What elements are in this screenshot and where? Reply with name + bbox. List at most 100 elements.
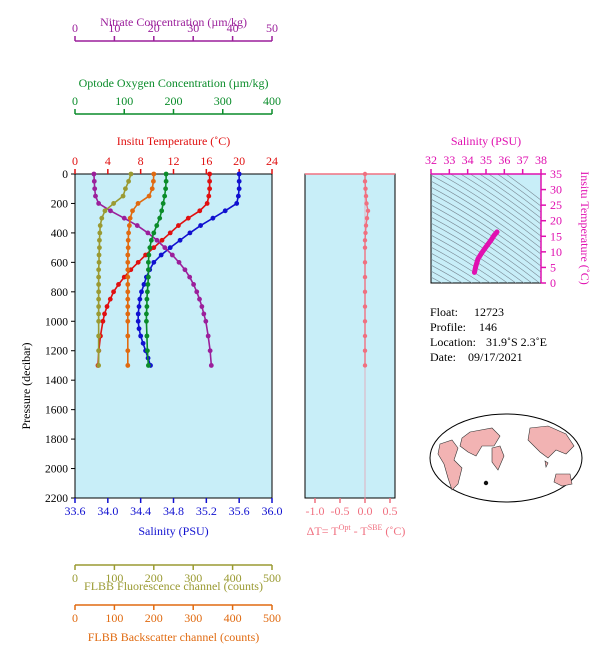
nitrate-point [187,274,193,280]
delta-t-axis-title-part: Opt [339,523,352,532]
delta-t-point [363,186,368,191]
y-tick-label: 1400 [45,375,68,387]
nitrate-point [201,311,207,317]
salinity-point [141,282,147,287]
fluorescence-axis-title: FLBB Fluorescence channel (counts) [84,579,263,593]
nitrate-point [91,178,97,184]
ts-x-tick-label: 32 [425,153,437,167]
temperature-point [207,171,213,177]
backscatter-point [125,363,131,368]
salinity-tick-label: 34.4 [130,504,151,518]
temperature-axis-title: Insitu Temperature (˚C) [117,134,231,148]
fluorescence-tick-label: 300 [184,571,202,585]
oxygen-point [145,267,151,273]
delta-t-point [365,208,371,214]
delta-t-point [362,238,368,243]
ts-y-axis-title: Insitu Temperature (˚C) [578,171,592,285]
nitrate-point [134,223,140,228]
fluorescence-tick-label: 0 [72,571,78,585]
location-value: 31.9˚S 2.3˚E [486,335,547,349]
y-tick-label: 1000 [45,316,68,328]
oxygen-tick-label: 100 [115,94,133,108]
fluorescence-point [96,267,102,273]
temperature-point [197,208,203,214]
fluorescence-point [97,223,103,228]
backscatter-tick-label: 100 [105,611,123,625]
y-tick-label: 0 [62,169,68,181]
salinity-tick-label: 36.0 [262,504,283,518]
temperature-tick-label: 24 [266,154,278,168]
ts-density-contour [449,174,541,237]
backscatter-point [127,215,133,221]
ts-density-contour [431,174,541,249]
ts-x-tick-label: 33 [443,153,455,167]
y-tick-label: 2000 [45,464,68,476]
delta-t-tick-label: -0.5 [331,504,350,518]
backscatter-point [125,289,131,295]
oxygen-point [145,363,151,368]
fluorescence-point [97,245,102,251]
oxygen-axis-title: Optode Oxygen Concentration (µm/kg) [79,76,269,90]
salinity-point [139,289,144,295]
fluorescence-point [96,296,102,302]
profile-label: Profile: [430,320,466,334]
ts-x-tick-label: 34 [462,153,474,167]
y-tick-label: 1800 [45,434,68,446]
oxygen-point [160,201,166,206]
temperature-point [104,304,110,309]
nitrate-axis-title: Nitrate Concentration (µm/kg) [100,15,247,29]
world-map [429,413,583,503]
backscatter-point [125,237,131,243]
ts-density-contour [431,186,541,261]
backscatter-point [125,252,131,258]
delta-t-chart: -1.0 -0.5 0.0 0.5 ΔT= TOpt - TSBE (˚C) [304,171,406,538]
backscatter-point [125,245,131,251]
backscatter-point [125,311,131,317]
plot-area [74,173,273,499]
salinity-point [140,340,146,346]
backscatter-point [146,193,152,199]
delta-t-point [363,230,368,236]
delta-t-point [362,289,368,295]
fluorescence-point [123,186,128,192]
fluorescence-point [102,208,108,214]
salinity-point [187,230,193,236]
ts-y-tick-label: 5 [550,260,556,274]
fluorescence-point [96,363,102,368]
backscatter-point [125,282,131,287]
y-tick-label: 1200 [45,346,68,358]
y-tick-label: 600 [51,257,69,269]
fluorescence-point [96,311,102,317]
ts-density-contour [431,228,517,283]
fluorescence-point [96,289,102,295]
y-tick-label: 1600 [45,405,68,417]
backscatter-point [130,208,135,214]
nitrate-tick-label: 30 [187,21,199,35]
oxygen-point [144,304,150,309]
fluorescence-point [128,171,134,177]
nitrate-point [208,363,214,368]
fluorescence-tick-label: 100 [105,571,123,585]
fluorescence-point [96,348,102,354]
salinity-point [236,186,242,192]
oxygen-point [147,245,153,251]
ts-density-contour [431,252,482,283]
ts-density-contour [431,240,500,283]
temperature-point [159,237,165,243]
ts-x-axis-title: Salinity (PSU) [451,134,521,148]
oxygen-tick-label: 300 [214,94,232,108]
nitrate-point [182,267,188,273]
delta-t-point [362,304,368,309]
delta-t-axis-title: ΔT= TOpt - TSBE (˚C) [307,523,406,538]
salinity-point [135,311,141,317]
nitrate-point [92,186,98,192]
salinity-point [210,215,216,221]
backscatter-point [125,274,131,280]
nitrate-point [108,208,113,214]
temperature-point [102,311,107,317]
nitrate-point [96,201,102,206]
nitrate-point [145,230,151,236]
delta-t-point [364,201,369,206]
backscatter-point [125,259,131,265]
temperature-tick-label: 16 [200,154,212,168]
